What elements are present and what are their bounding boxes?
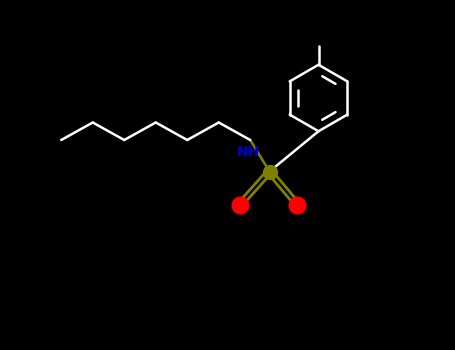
Text: NH: NH — [237, 145, 260, 159]
Text: O: O — [293, 198, 302, 212]
Text: O: O — [236, 198, 244, 212]
